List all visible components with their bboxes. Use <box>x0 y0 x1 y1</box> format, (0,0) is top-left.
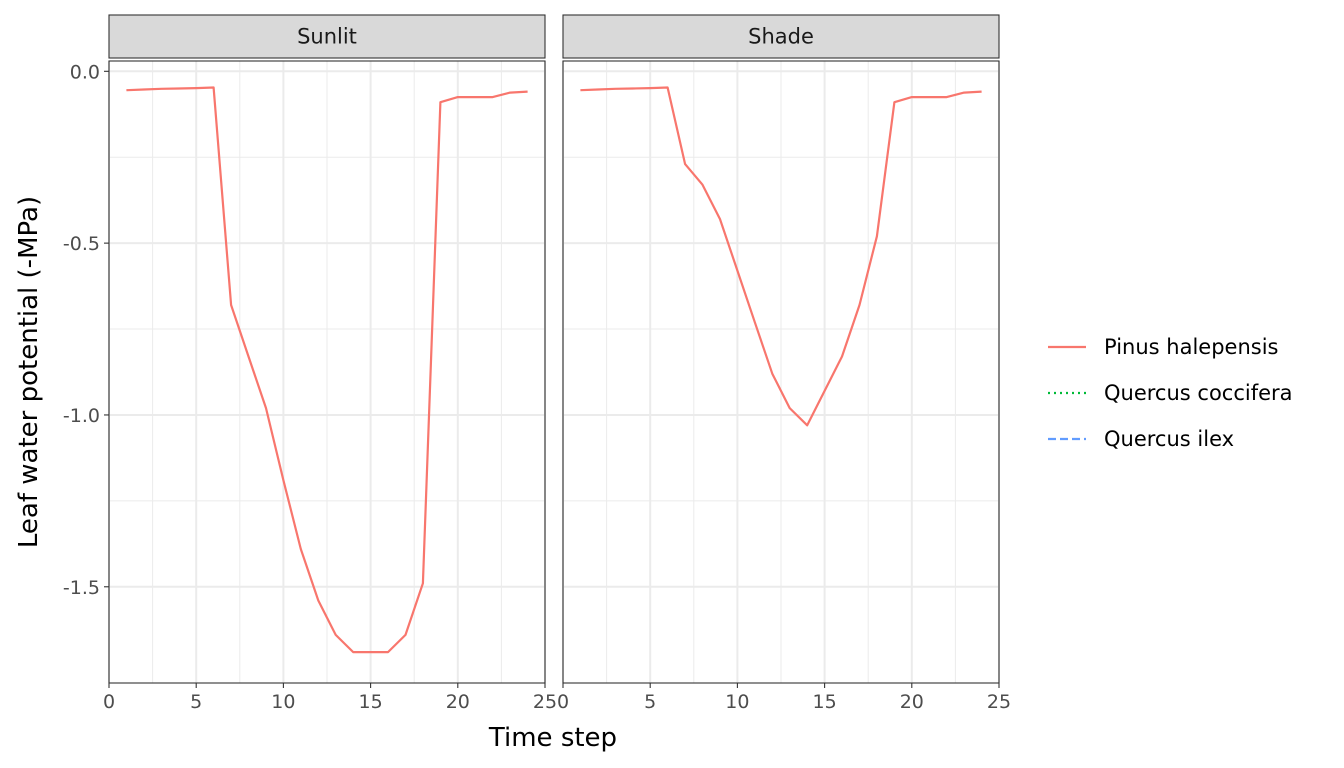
x-tick-label: 15 <box>359 691 383 713</box>
panel-shade: Shade <box>562 14 1000 684</box>
x-tick-label: 10 <box>271 691 295 713</box>
x-tick-label: 20 <box>446 691 470 713</box>
legend-item: Pinus halepensis <box>1048 335 1278 359</box>
legend-item: Quercus ilex <box>1048 427 1234 451</box>
x-tick-label: 0 <box>103 691 115 713</box>
y-tick-label: -1.5 <box>63 577 100 599</box>
panels-layer: Sunlit Shade <box>108 14 1000 684</box>
y-tick-label: -0.5 <box>63 233 100 255</box>
facet-strip <box>108 14 546 59</box>
x-axis-title: Time step <box>488 723 617 753</box>
x-tick-label: 10 <box>725 691 749 713</box>
panel-border <box>108 60 546 684</box>
legend-label: Quercus coccifera <box>1104 381 1293 405</box>
x-tick-label: 5 <box>190 691 202 713</box>
legend-label: Pinus halepensis <box>1104 335 1278 359</box>
panel-border <box>562 60 1000 684</box>
y-tick-label: 0.0 <box>70 61 100 83</box>
legend: Pinus halepensis Quercus coccifera Quercus… <box>1048 335 1293 451</box>
x-tick-label: 20 <box>900 691 924 713</box>
x-tick-label: 0 <box>557 691 569 713</box>
facet-strip-label: Shade <box>748 25 814 49</box>
x-tick-label: 15 <box>813 691 837 713</box>
facet-strip <box>562 14 1000 59</box>
legend-label: Quercus ilex <box>1104 427 1234 451</box>
series-line-pinus-halepensis <box>126 86 528 654</box>
panel-sunlit: Sunlit <box>108 14 546 684</box>
facet-strip-label: Sunlit <box>297 25 357 49</box>
series-line-pinus-halepensis <box>580 86 982 427</box>
y-axis-title: Leaf water potential (-MPa) <box>14 196 44 548</box>
legend-item: Quercus coccifera <box>1048 381 1293 405</box>
x-tick-label: 25 <box>533 691 557 713</box>
y-tick-label: -1.0 <box>63 405 100 427</box>
x-tick-label: 5 <box>644 691 656 713</box>
axes-layer: 0 5 10 15 20 25 0 5 10 15 20 250.0-0.5-1.0-1.5 <box>63 61 1011 713</box>
x-tick-label: 25 <box>987 691 1011 713</box>
